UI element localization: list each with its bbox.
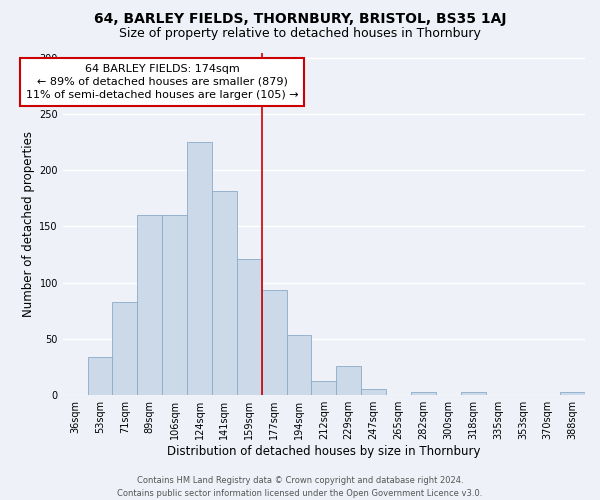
Text: Contains HM Land Registry data © Crown copyright and database right 2024.
Contai: Contains HM Land Registry data © Crown c… (118, 476, 482, 498)
X-axis label: Distribution of detached houses by size in Thornbury: Distribution of detached houses by size … (167, 444, 481, 458)
Bar (137, 215, 162, 394)
Bar (311, 381, 337, 394)
Bar (560, 392, 585, 394)
Bar (337, 366, 361, 394)
Bar (262, 290, 287, 395)
Bar (237, 259, 262, 394)
Bar (287, 335, 311, 394)
Bar (461, 392, 485, 394)
Y-axis label: Number of detached properties: Number of detached properties (22, 130, 35, 316)
Bar (411, 392, 436, 394)
Text: Size of property relative to detached houses in Thornbury: Size of property relative to detached ho… (119, 28, 481, 40)
Bar (162, 215, 187, 394)
Bar (88, 356, 112, 395)
Text: 64 BARLEY FIELDS: 174sqm
← 89% of detached houses are smaller (879)
11% of semi-: 64 BARLEY FIELDS: 174sqm ← 89% of detach… (26, 64, 299, 100)
Text: 64, BARLEY FIELDS, THORNBURY, BRISTOL, BS35 1AJ: 64, BARLEY FIELDS, THORNBURY, BRISTOL, B… (94, 12, 506, 26)
Bar (212, 190, 237, 394)
Bar (187, 142, 212, 394)
Bar (112, 302, 137, 394)
Bar (361, 389, 386, 394)
